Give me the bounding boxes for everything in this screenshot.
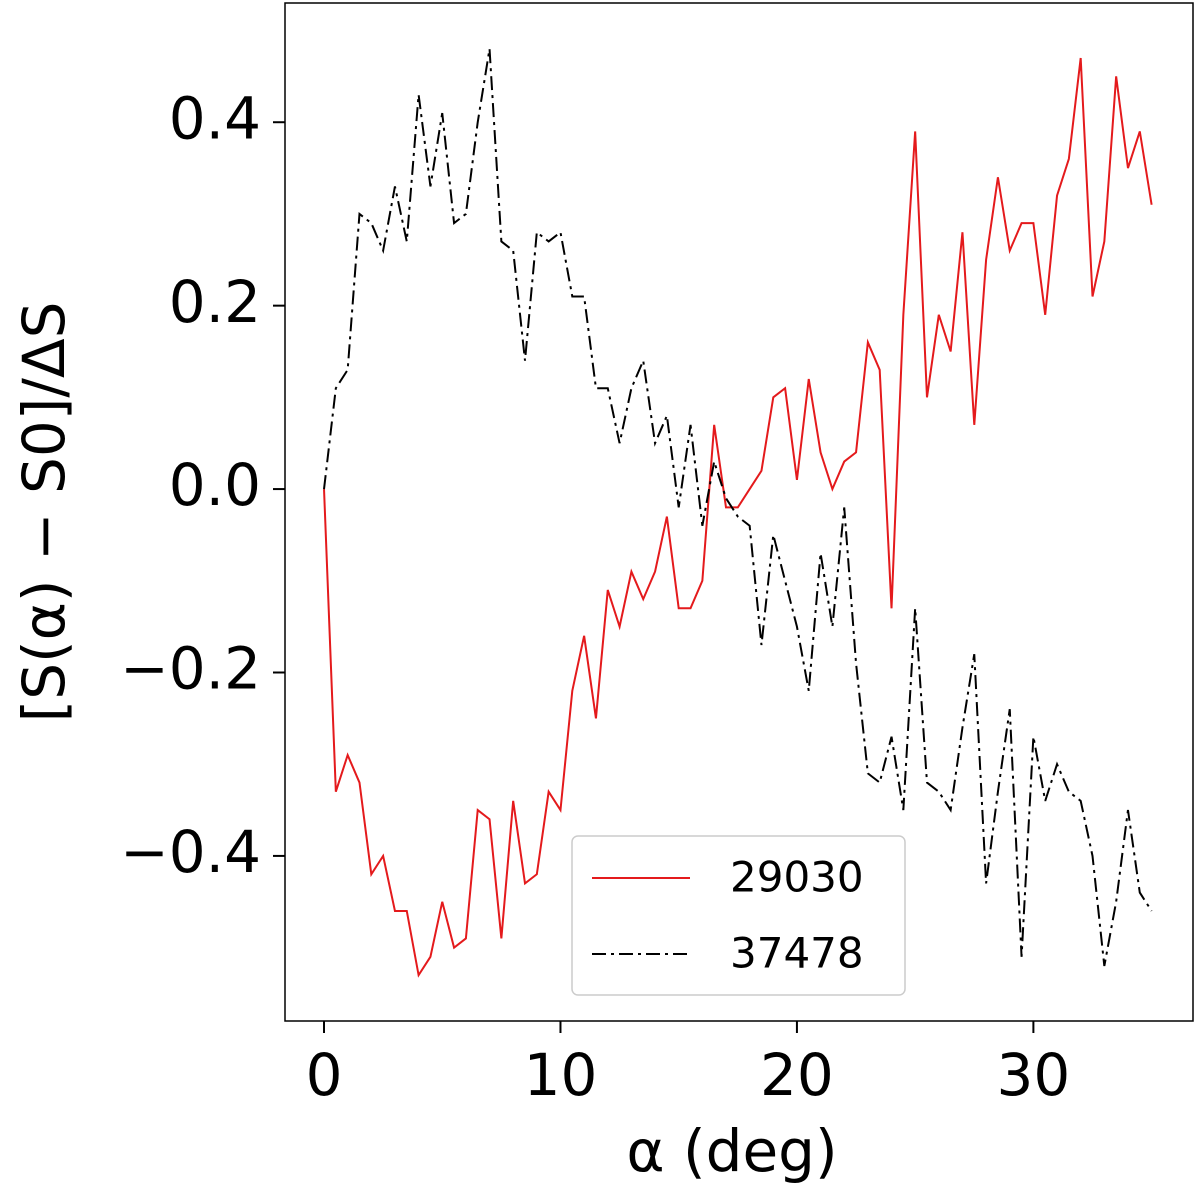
legend-label: 29030 bbox=[730, 853, 864, 902]
legend-box bbox=[571, 835, 906, 996]
plot-frame bbox=[284, 2, 1194, 1022]
legend-label: 37478 bbox=[730, 929, 864, 978]
data-line bbox=[323, 57, 1153, 978]
y-tick-label: 0.4 bbox=[169, 84, 261, 152]
y-tick-label: −0.2 bbox=[120, 635, 261, 703]
y-tick-label: −0.4 bbox=[120, 818, 261, 886]
y-tick-label: 0.0 bbox=[169, 451, 261, 519]
x-tick-label: 0 bbox=[306, 1041, 343, 1109]
x-tick-label: 30 bbox=[996, 1041, 1070, 1109]
data-line bbox=[323, 48, 1153, 967]
x-axis-label: α (deg) bbox=[626, 1117, 837, 1185]
y-tick-label: 0.2 bbox=[169, 268, 261, 336]
x-tick-label: 20 bbox=[760, 1041, 834, 1109]
y-axis-label: [S(α) − S0]/ΔS bbox=[10, 302, 78, 723]
x-tick-label: 10 bbox=[524, 1041, 598, 1109]
